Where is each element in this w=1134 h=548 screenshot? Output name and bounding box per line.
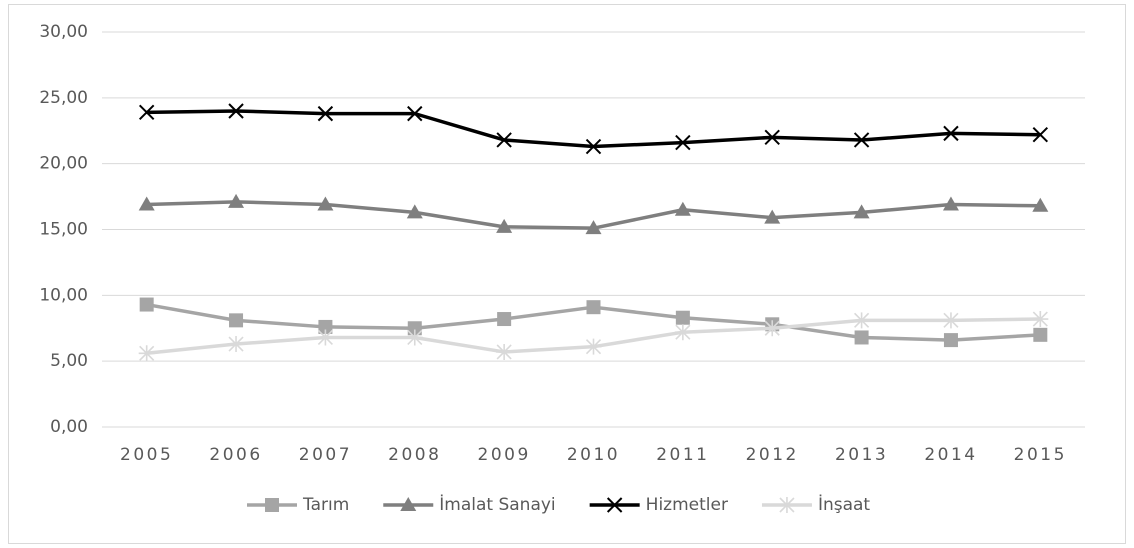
data-point [853, 204, 870, 219]
data-point [138, 196, 155, 211]
legend-label: İnşaat [818, 494, 870, 515]
x-tick-label: 2005 [120, 445, 173, 465]
data-point [585, 338, 602, 355]
y-tick-label: 5,00 [50, 351, 88, 371]
x-tick-label: 2008 [388, 445, 441, 465]
x-tick-label: 2015 [1014, 445, 1067, 465]
x-tick-label: 2010 [567, 445, 620, 465]
x-tick-label: 2009 [478, 445, 531, 465]
legend-label: İmalat Sanayi [439, 494, 555, 515]
data-point [764, 129, 780, 146]
data-point [317, 329, 334, 346]
legend-label: Hizmetler [646, 495, 728, 515]
data-point [317, 105, 334, 122]
data-point [943, 333, 958, 348]
data-point [228, 193, 245, 208]
legend-marker [400, 497, 417, 511]
data-point [1032, 197, 1049, 212]
data-point [496, 343, 513, 360]
data-point [675, 310, 690, 325]
data-point [139, 297, 154, 312]
data-point [586, 300, 601, 315]
data-point [228, 103, 244, 119]
data-point [138, 104, 155, 121]
data-point [764, 320, 781, 337]
x-tick-label: 2012 [746, 445, 799, 465]
data-point [317, 196, 334, 211]
x-tick-label: 2013 [835, 445, 888, 465]
data-point [942, 196, 959, 211]
data-point [497, 312, 512, 327]
legend-label: Tarım [302, 495, 349, 515]
data-point [943, 125, 959, 142]
data-point [138, 345, 155, 362]
data-point [853, 312, 870, 329]
legend-marker [778, 497, 795, 513]
chart-border [8, 4, 1126, 544]
data-point [1032, 126, 1049, 143]
data-point [764, 209, 781, 224]
data-point [585, 220, 602, 235]
x-tick-label: 2011 [656, 445, 709, 465]
data-point [407, 105, 423, 122]
data-point [229, 313, 244, 328]
data-point [674, 324, 691, 341]
y-tick-label: 15,00 [39, 220, 88, 240]
legend-marker [265, 498, 279, 512]
y-tick-label: 30,00 [39, 22, 88, 42]
data-point [675, 134, 691, 151]
data-point [674, 201, 691, 216]
legend-marker [606, 497, 623, 513]
x-tick-label: 2014 [924, 445, 977, 465]
data-point [1032, 311, 1049, 328]
y-tick-label: 10,00 [39, 285, 88, 305]
data-point [407, 321, 422, 336]
x-tick-label: 2006 [209, 445, 262, 465]
data-point [585, 138, 602, 155]
data-point [318, 319, 333, 334]
y-tick-label: 0,00 [50, 417, 88, 437]
data-point [406, 329, 423, 346]
data-point [496, 132, 512, 148]
y-tick-label: 20,00 [39, 154, 88, 174]
data-point [854, 330, 869, 345]
data-point [853, 132, 870, 148]
data-point [942, 312, 959, 329]
data-point [496, 218, 513, 233]
y-tick-label: 25,00 [39, 88, 88, 108]
data-point [406, 204, 423, 219]
data-point [228, 336, 245, 353]
data-point [1033, 327, 1048, 342]
x-tick-label: 2007 [299, 445, 352, 465]
